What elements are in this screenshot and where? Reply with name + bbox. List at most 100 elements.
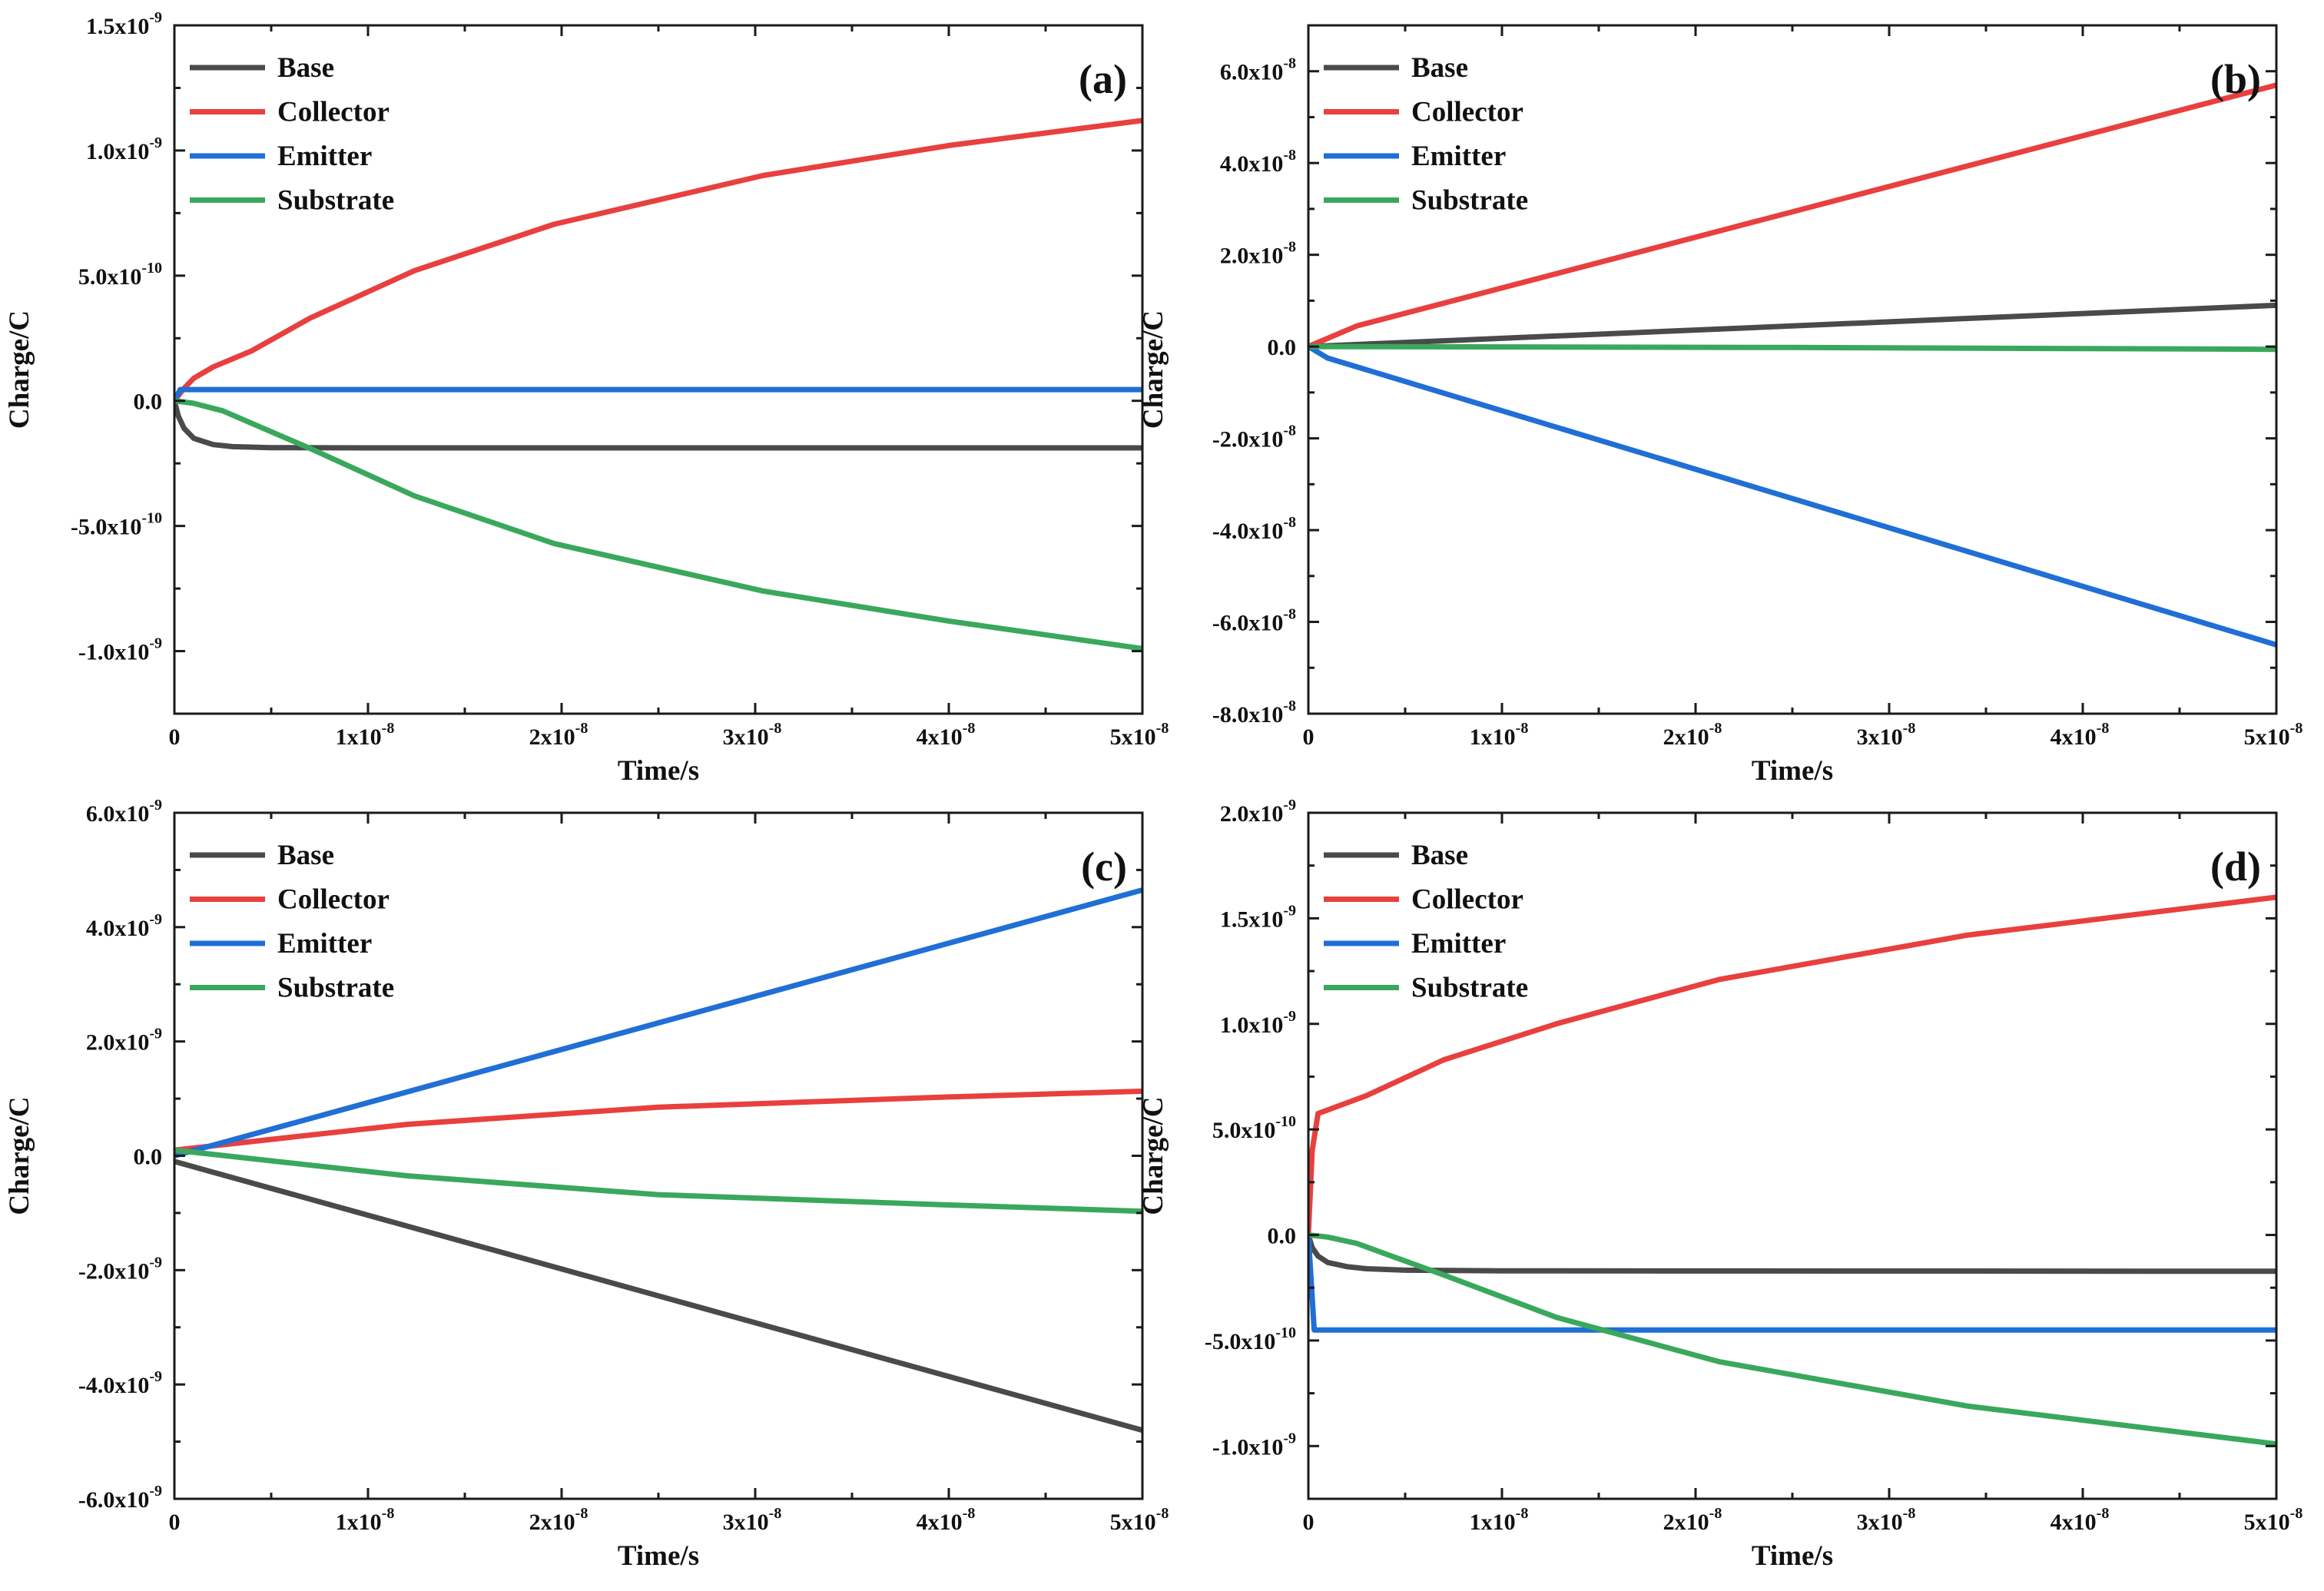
y-tick-label: -8.0x10-8 [1212, 698, 1296, 728]
legend-label-base: Base [1411, 840, 1468, 871]
x-tick-label: 5x10-8 [2244, 1505, 2303, 1535]
series-line-substrate [174, 398, 1142, 651]
x-axis-title: Time/s [618, 1540, 699, 1572]
y-axis-title: Charge/C [1138, 310, 1169, 429]
y-tick-label: 0.0 [134, 1145, 163, 1170]
y-tick-label: -2.0x10-9 [78, 1254, 162, 1284]
x-tick-label: 4x10-8 [917, 1505, 976, 1535]
x-tick-label: 5x10-8 [2244, 720, 2303, 750]
x-tick-label: 5x10-8 [1110, 1505, 1169, 1535]
y-tick-label: -4.0x10-9 [78, 1368, 162, 1398]
series-group [1308, 82, 2276, 648]
chart-panel-a: 0 1x10-8 2x10-8 3x10-8 4x10-8 5x10-8 1.5x10-9 1… [4, 9, 1169, 787]
panel-label: (b) [2210, 56, 2261, 102]
x-tick-label: 3x10-8 [1857, 1505, 1916, 1535]
x-tick-label: 3x10-8 [1857, 720, 1916, 750]
series-group [174, 887, 1142, 1434]
legend-label-collector: Collector [277, 97, 390, 128]
chart-panel-d: 0 1x10-8 2x10-8 3x10-8 4x10-8 5x10-8 2.0x10-9 1… [1138, 797, 2302, 1572]
series-group [174, 118, 1142, 651]
x-tick-label: 2x10-8 [1663, 720, 1722, 750]
x-tick-label: 2x10-8 [529, 1505, 588, 1535]
y-axis-title: Charge/C [1138, 1096, 1169, 1215]
legend-label-collector: Collector [277, 884, 390, 916]
y-tick-label: -2.0x10-8 [1212, 423, 1296, 452]
y-tick-label: 0.0 [1268, 335, 1297, 360]
x-tick-label: 4x10-8 [2050, 720, 2110, 750]
legend-label-substrate: Substrate [1411, 185, 1528, 217]
series-line-emitter [174, 386, 1142, 404]
plot-frame [173, 24, 1144, 715]
x-tick-label: 3x10-8 [723, 1505, 782, 1535]
series-line-emitter [1308, 343, 2276, 648]
x-tick-label: 1x10-8 [1470, 1505, 1529, 1535]
y-tick-label: 5.0x10-10 [1212, 1113, 1296, 1143]
y-tick-label: -1.0x10-9 [78, 635, 162, 665]
legend-label-substrate: Substrate [277, 973, 394, 1004]
series-line-substrate [1308, 343, 2276, 353]
series-line-collector [174, 1088, 1142, 1153]
y-tick-label: 0.0 [1268, 1224, 1297, 1249]
y-tick-label: -6.0x10-9 [78, 1483, 162, 1513]
x-tick-label: 0 [1303, 724, 1315, 750]
x-tick-label: 2x10-8 [529, 720, 588, 750]
legend-label-collector: Collector [1411, 884, 1523, 916]
y-tick-label: 1.0x10-9 [86, 134, 162, 164]
x-tick-label: 0 [169, 724, 181, 750]
legend-label-emitter: Emitter [1411, 928, 1506, 960]
panel-label: (a) [1079, 56, 1127, 102]
series-line-substrate [1308, 1232, 2276, 1447]
legend-label-emitter: Emitter [1411, 141, 1506, 172]
legend-label-base: Base [1411, 52, 1468, 84]
x-tick-label: 5x10-8 [1110, 720, 1169, 750]
series-line-substrate [174, 1147, 1142, 1215]
legend: Base Collector Emitter Substrate [190, 52, 394, 217]
series-line-collector [174, 118, 1142, 404]
y-tick-label: 2.0x10-9 [1220, 797, 1296, 827]
plot-frame [1307, 24, 2278, 715]
y-tick-label: -1.0x10-9 [1212, 1430, 1296, 1460]
y-tick-label: -5.0x10-10 [1205, 1324, 1296, 1354]
series-line-collector [1308, 82, 2276, 350]
y-tick-label: 6.0x10-9 [86, 797, 162, 827]
y-tick-label: 5.0x10-10 [78, 260, 162, 290]
series-line-base [1308, 302, 2276, 350]
x-axis-title: Time/s [1752, 755, 1833, 787]
y-tick-label: 4.0x10-8 [1220, 147, 1296, 177]
y-tick-label: 2.0x10-8 [1220, 239, 1296, 269]
y-tick-label: 2.0x10-9 [86, 1026, 162, 1056]
y-tick-label: 4.0x10-9 [86, 911, 162, 941]
y-axis-title: Charge/C [4, 310, 35, 429]
legend-label-collector: Collector [1411, 97, 1523, 128]
y-tick-label: 6.0x10-8 [1220, 55, 1296, 85]
chart-panel-c: 0 1x10-8 2x10-8 3x10-8 4x10-8 5x10-8 6.0x10-9 4… [4, 797, 1169, 1572]
y-tick-label: -4.0x10-8 [1212, 514, 1296, 544]
y-tick-label: -6.0x10-8 [1212, 606, 1296, 636]
y-tick-label: 1.5x10-9 [1220, 902, 1296, 932]
x-tick-label: 1x10-8 [1470, 720, 1529, 750]
y-tick-label: -5.0x10-10 [71, 510, 162, 540]
series-line-collector [1308, 894, 2276, 1238]
plot-frame [173, 811, 1144, 1500]
x-tick-label: 2x10-8 [1663, 1505, 1722, 1535]
series-line-base [1308, 1232, 2276, 1274]
legend-label-emitter: Emitter [277, 928, 372, 960]
x-tick-label: 4x10-8 [2050, 1505, 2110, 1535]
chart-panel-b: 0 1x10-8 2x10-8 3x10-8 4x10-8 5x10-8 6.0x10-8 4… [1138, 24, 2303, 787]
panel-label: (c) [1081, 844, 1127, 890]
x-tick-label: 1x10-8 [336, 1505, 395, 1535]
legend: Base Collector Emitter Substrate [1324, 52, 1528, 217]
x-axis-title: Time/s [1752, 1540, 1833, 1572]
x-axis-title: Time/s [618, 755, 699, 787]
series-line-emitter [1308, 1232, 2276, 1333]
legend-label-substrate: Substrate [277, 185, 394, 217]
legend-label-base: Base [277, 840, 334, 871]
x-tick-label: 3x10-8 [723, 720, 782, 750]
series-line-base [174, 398, 1142, 451]
series-line-emitter [174, 887, 1142, 1158]
x-tick-label: 4x10-8 [917, 720, 976, 750]
y-tick-label: 1.0x10-9 [1220, 1008, 1296, 1038]
x-tick-label: 0 [169, 1510, 181, 1535]
y-tick-label: 0.0 [134, 389, 163, 415]
panel-label: (d) [2210, 844, 2261, 890]
